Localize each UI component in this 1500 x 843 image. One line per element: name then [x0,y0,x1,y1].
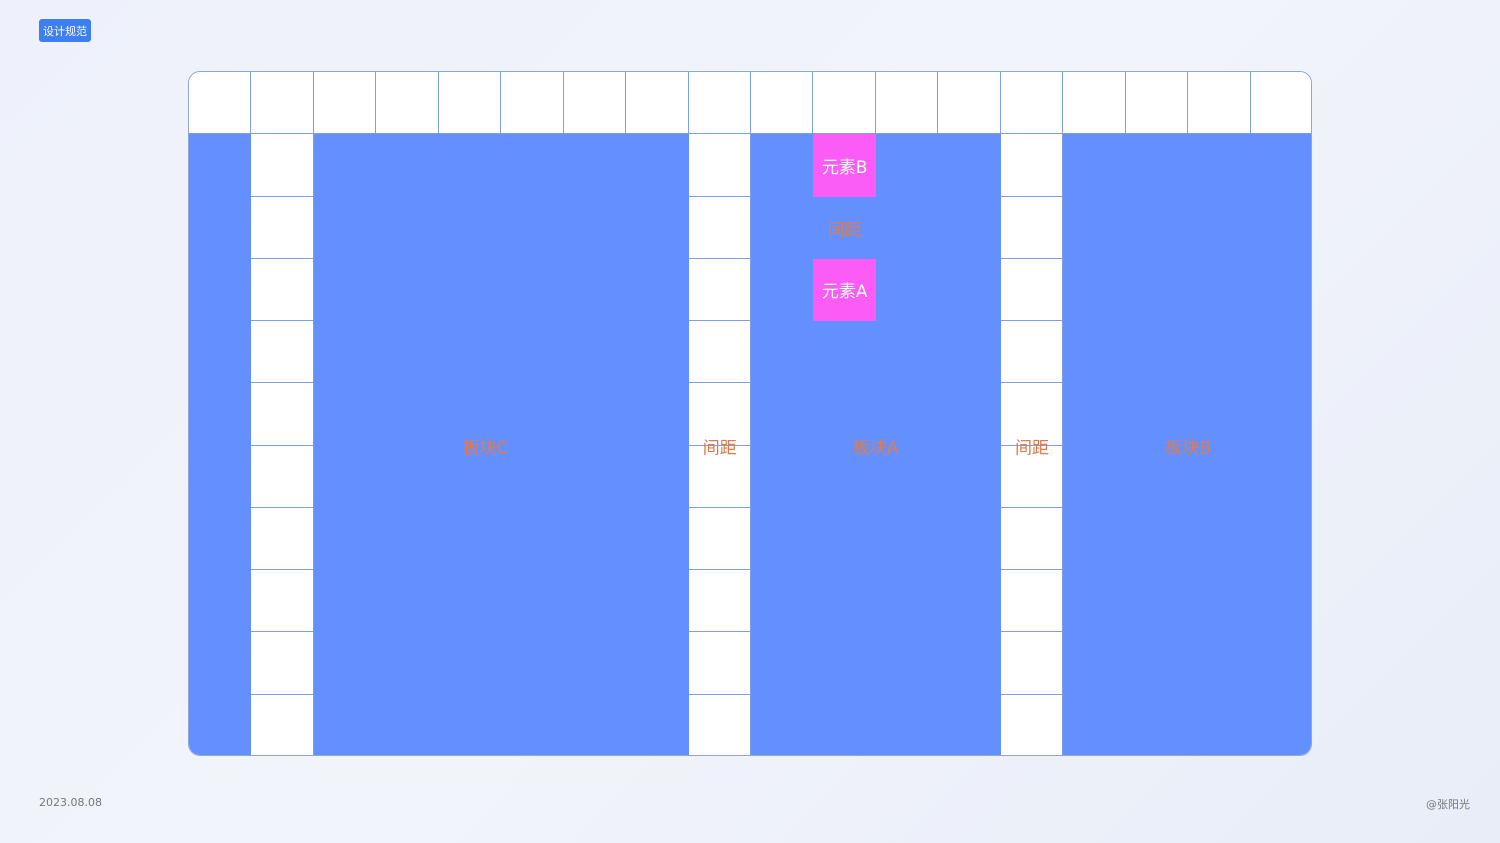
grid-cell [1000,694,1064,755]
grid-cell [1000,258,1064,322]
date-text: 2023.08.08 [39,796,102,809]
grid-cell [189,72,252,135]
grid-cell [688,72,751,135]
grid-cell [438,72,502,135]
grid-cell [251,321,314,384]
block-c-label: 板块C [462,438,509,459]
element-b: 元素B [813,134,876,197]
grid-cell [251,196,314,259]
block-b [1063,134,1311,755]
grid-cell [1000,383,1064,446]
grid-cell [251,134,314,197]
design-spec-tag: 设计规范 [39,19,91,42]
grid-cell [688,632,751,695]
grid-cell [938,72,1001,135]
grid-cell [313,72,377,135]
grid-cell [251,72,314,135]
grid-cell [251,445,314,508]
grid-cell [251,383,314,446]
grid-cell [688,383,751,446]
grid-cell [1000,445,1064,508]
grid-cell [688,196,751,259]
grid-cell [688,134,751,197]
gap-label-1: 间距 [702,438,737,459]
grid-cell [501,72,564,135]
vertical-gap-label: 间距 [827,220,862,241]
grid-cell [875,72,939,135]
grid-cell [1000,507,1064,571]
grid-cell [688,507,751,571]
grid-cell [1125,72,1189,135]
grid-cell [1000,321,1064,384]
grid-cell [251,694,314,755]
grid-cell [688,694,751,755]
layout-grid-board: 元素B 元素A 间距 板块C 间距 板块A 间距 板块B [188,71,1312,756]
grid-cell [251,570,314,633]
grid-cell [251,632,314,695]
grid-cell [251,258,314,322]
grid-cell [1000,632,1064,695]
margin-block-left [189,134,252,755]
grid-cell [688,258,751,322]
grid-cell [1000,72,1064,135]
block-a-label: 板块A [853,438,899,459]
element-a: 元素A [813,258,876,322]
grid-cell [688,570,751,633]
grid-cell [751,72,814,135]
grid-cell [688,321,751,384]
grid-cell [626,72,689,135]
grid-cell [1188,72,1251,135]
grid-cell [251,507,314,571]
author-text: @张阳光 [1426,798,1470,811]
gap-label-2: 间距 [1015,438,1049,459]
grid-cell [1000,570,1064,633]
grid-cell [1063,72,1126,135]
block-b-label: 板块B [1165,438,1211,459]
grid-cell [1250,72,1311,135]
grid-cell [1000,134,1064,197]
grid-cell [1000,196,1064,259]
grid-cell [813,72,876,135]
grid-cell [376,72,439,135]
block-a [751,134,1001,755]
grid-cell [563,72,627,135]
grid-cell [688,445,751,508]
block-c [313,134,689,755]
